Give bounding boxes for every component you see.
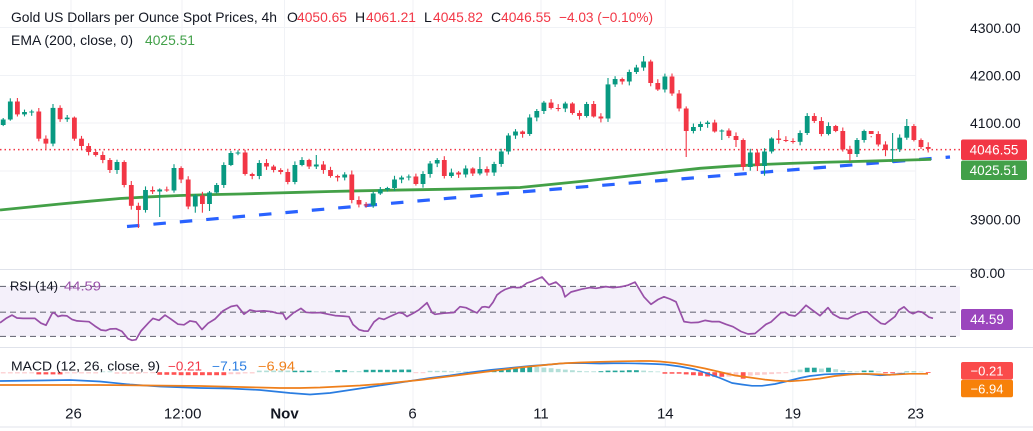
svg-text:−0.21: −0.21: [168, 360, 202, 374]
svg-text:11: 11: [533, 406, 549, 423]
svg-text:44.59: 44.59: [64, 280, 101, 294]
svg-text:4025.51: 4025.51: [145, 32, 195, 48]
svg-text:4046.55: 4046.55: [970, 142, 1019, 157]
svg-text:23: 23: [907, 406, 924, 423]
svg-text:14: 14: [657, 406, 674, 423]
svg-text:C: C: [491, 9, 501, 25]
svg-text:19: 19: [784, 406, 801, 423]
svg-text:4200.00: 4200.00: [970, 68, 1021, 84]
svg-text:−0.21: −0.21: [971, 363, 1004, 378]
svg-text:MACD (12, 26, close, 9): MACD (12, 26, close, 9): [11, 360, 160, 374]
svg-text:4100.00: 4100.00: [970, 115, 1021, 131]
svg-text:6: 6: [408, 406, 416, 423]
svg-text:4061.21: 4061.21: [366, 9, 416, 25]
svg-text:RSI (14): RSI (14): [10, 280, 58, 294]
svg-text:4045.82: 4045.82: [433, 9, 483, 25]
svg-text:4050.65: 4050.65: [297, 9, 347, 25]
svg-text:3900.00: 3900.00: [970, 212, 1021, 228]
svg-text:Nov: Nov: [270, 406, 299, 423]
svg-text:4300.00: 4300.00: [970, 20, 1021, 36]
svg-text:H: H: [355, 9, 365, 25]
svg-text:−4.03 (−0.10%): −4.03 (−0.10%): [559, 9, 653, 25]
svg-text:26: 26: [65, 406, 82, 423]
svg-text:12:00: 12:00: [164, 406, 202, 423]
svg-text:−7.15: −7.15: [212, 360, 247, 374]
svg-text:44.59: 44.59: [970, 312, 1004, 327]
svg-text:O: O: [287, 9, 298, 25]
svg-text:Gold US Dollars per Ounce Spot: Gold US Dollars per Ounce Spot Prices, 4…: [11, 9, 277, 25]
svg-text:−6.94: −6.94: [971, 381, 1004, 396]
svg-text:4046.55: 4046.55: [501, 9, 551, 25]
svg-text:80.00: 80.00: [970, 265, 1005, 281]
svg-text:EMA (200, close, 0): EMA (200, close, 0): [11, 32, 133, 48]
svg-text:4025.51: 4025.51: [970, 163, 1019, 178]
svg-text:L: L: [424, 9, 432, 25]
svg-text:−6.94: −6.94: [258, 360, 295, 374]
